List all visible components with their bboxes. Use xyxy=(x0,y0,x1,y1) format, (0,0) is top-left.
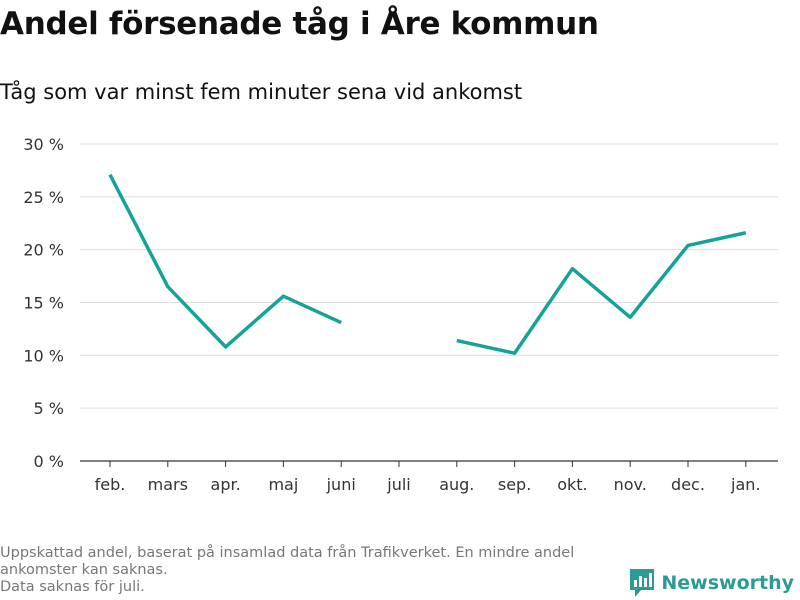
x-tick-label: sep. xyxy=(498,475,531,494)
footnote: Uppskattad andel, baserat på insamlad da… xyxy=(0,545,640,596)
x-tick-label: juli xyxy=(386,475,410,494)
x-tick-label: okt. xyxy=(557,475,587,494)
x-tick-label: jan. xyxy=(730,475,760,494)
x-tick-label: juni xyxy=(326,475,356,494)
x-tick-label: dec. xyxy=(671,475,705,494)
y-tick-label: 15 % xyxy=(23,294,64,313)
series-line-segment xyxy=(108,173,342,349)
y-tick-label: 30 % xyxy=(23,135,64,154)
x-tick-label: mars xyxy=(148,475,188,494)
y-tick-label: 10 % xyxy=(23,346,64,365)
brand-logo: Newsworthy xyxy=(629,568,794,598)
x-tick-label: nov. xyxy=(614,475,647,494)
footnote-line-2: Data saknas för juli. xyxy=(0,579,145,595)
brand-name: Newsworthy xyxy=(661,572,794,594)
y-tick-label: 25 % xyxy=(23,188,64,207)
x-tick-label: aug. xyxy=(439,475,474,494)
series-line-segment xyxy=(456,231,747,355)
y-tick-label: 20 % xyxy=(23,241,64,260)
chart-title: Andel försenade tåg i Åre kommun xyxy=(0,6,599,42)
x-tick-label: feb. xyxy=(95,475,126,494)
x-tick-label: apr. xyxy=(211,475,241,494)
newsworthy-icon xyxy=(630,569,655,597)
x-tick-label: maj xyxy=(268,475,298,494)
y-tick-label: 0 % xyxy=(34,452,64,471)
chart-subtitle: Tåg som var minst fem minuter sena vid a… xyxy=(0,80,523,104)
y-tick-label: 5 % xyxy=(34,399,64,418)
footnote-line-1: Uppskattad andel, baserat på insamlad da… xyxy=(0,545,575,578)
